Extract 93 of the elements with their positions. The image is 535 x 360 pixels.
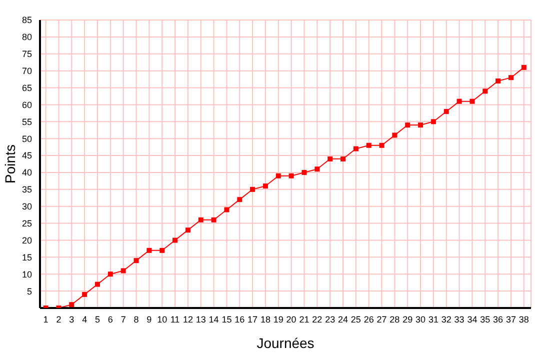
point [95, 282, 100, 287]
y-axis-title: Points [2, 144, 18, 184]
point [444, 108, 449, 114]
x-tick-label: 16 [234, 314, 245, 324]
point [340, 156, 346, 162]
x-tick-label: 26 [364, 314, 374, 324]
x-tick-label: 36 [493, 314, 504, 324]
x-tick-label: 28 [390, 314, 400, 324]
point [69, 302, 74, 308]
point [379, 142, 384, 148]
point [211, 217, 216, 222]
x-tick-label: 25 [350, 314, 361, 324]
x-tick-label: 8 [134, 314, 139, 324]
point [120, 268, 126, 274]
x-tick-label: 24 [338, 314, 348, 324]
y-tick-label: 25 [22, 218, 32, 228]
point [470, 98, 475, 104]
y-tick-label: 35 [22, 184, 32, 195]
point [353, 146, 358, 152]
x-tick-label: 30 [416, 314, 426, 324]
point [496, 78, 501, 84]
x-tick-label: 37 [506, 314, 516, 324]
x-tick-label: 6 [108, 314, 113, 324]
point [302, 170, 307, 175]
x-tick-label: 5 [94, 314, 100, 324]
y-tick-label: 65 [22, 82, 32, 93]
x-tick-label: 29 [402, 314, 413, 324]
point [508, 75, 514, 80]
point [418, 122, 424, 128]
x-tick-label: 15 [222, 314, 232, 324]
point [146, 248, 152, 253]
y-tick-label: 15 [22, 252, 32, 262]
y-tick-label: 45 [22, 150, 32, 161]
x-tick-label: 33 [454, 314, 464, 324]
x-tick-label: 17 [248, 314, 258, 324]
x-tick-label: 32 [441, 314, 452, 324]
point [521, 64, 526, 70]
point [314, 166, 320, 172]
y-tick-label: 70 [22, 66, 32, 76]
x-tick-label: 2 [56, 314, 62, 324]
y-tick-label: 40 [22, 168, 32, 178]
x-tick-label: 1 [43, 314, 48, 324]
point [456, 98, 462, 104]
x-tick-label: 22 [312, 314, 322, 324]
point [224, 207, 230, 212]
x-tick-label: 27 [376, 314, 387, 324]
y-tick-label: 30 [22, 202, 32, 212]
x-tick-label: 31 [428, 314, 438, 324]
point [198, 217, 204, 222]
y-tick-label: 75 [22, 49, 32, 60]
x-tick-label: 11 [170, 314, 180, 324]
x-tick-label: 4 [82, 314, 88, 324]
x-tick-label: 20 [286, 314, 296, 324]
point [185, 228, 190, 233]
x-tick-label: 21 [299, 314, 310, 324]
point [160, 248, 165, 253]
point [82, 292, 88, 297]
x-tick-label: 12 [182, 314, 193, 324]
point [392, 132, 398, 138]
point [288, 173, 294, 178]
x-tick-label: 14 [208, 314, 219, 324]
x-tick-label: 18 [260, 314, 270, 324]
x-tick-label: 7 [120, 314, 126, 324]
y-tick-label: 50 [22, 134, 32, 144]
x-tick-label: 3 [69, 314, 74, 324]
point [430, 119, 436, 124]
point [108, 272, 113, 277]
point [276, 173, 281, 178]
x-tick-label: 23 [325, 314, 336, 324]
y-tick-label: 5 [26, 286, 32, 296]
y-tick-label: 60 [22, 100, 32, 110]
point [482, 88, 488, 94]
point [262, 184, 268, 189]
y-tick-label: 55 [22, 116, 32, 127]
x-tick-label: 13 [196, 314, 206, 324]
point [328, 156, 333, 162]
x-tick-label: 10 [157, 314, 168, 324]
x-tick-label: 35 [480, 314, 490, 324]
point [134, 258, 139, 264]
point [250, 186, 256, 192]
point [405, 122, 410, 128]
x-axis-title: Journées [256, 335, 314, 351]
x-tick-label: 19 [273, 314, 284, 324]
point [366, 142, 372, 148]
x-tick-label: 9 [146, 314, 152, 324]
x-tick-label: 38 [518, 314, 529, 324]
point [237, 197, 242, 202]
y-tick-label: 20 [22, 235, 32, 246]
y-tick-label: 10 [22, 269, 32, 280]
point [172, 238, 178, 243]
x-tick-label: 34 [467, 314, 478, 324]
y-tick-label: 80 [22, 32, 32, 42]
y-tick-label: 85 [22, 15, 32, 26]
